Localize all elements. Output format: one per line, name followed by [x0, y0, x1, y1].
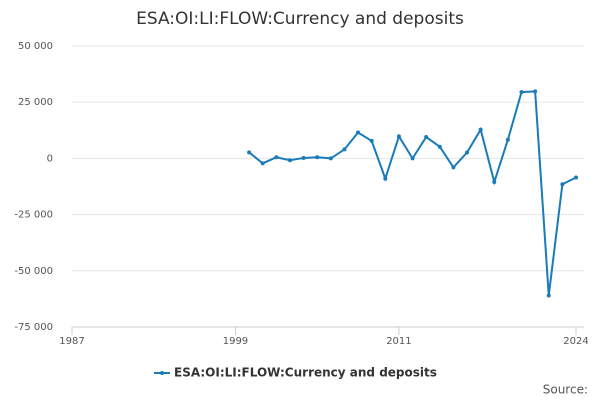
point [342, 147, 347, 152]
y-tick-label: -75 000 [14, 322, 53, 333]
point [369, 138, 374, 143]
point [437, 144, 442, 149]
point [260, 161, 265, 166]
x-tick-label: 2011 [386, 336, 411, 347]
point [301, 155, 306, 160]
x-tick-label: 2024 [563, 336, 588, 347]
point [396, 134, 401, 139]
y-tick-label: -25 000 [14, 210, 53, 221]
source: Source: [543, 383, 588, 397]
point [410, 156, 415, 161]
point [424, 135, 429, 140]
point [274, 155, 279, 160]
y-tick-label: 50 000 [18, 41, 53, 52]
point [519, 90, 524, 95]
point [505, 137, 510, 142]
legend-symbol-dot [160, 371, 164, 375]
point [492, 180, 497, 185]
chart-title: ESA:OI:LI:FLOW:Currency and deposits [136, 9, 464, 29]
point [328, 156, 333, 161]
point [574, 175, 578, 180]
point [546, 293, 551, 298]
point [465, 150, 470, 155]
y-tick-label: 25 000 [18, 97, 53, 108]
y-tick-label: -50 000 [14, 266, 53, 277]
point [287, 158, 292, 163]
point [533, 89, 538, 94]
point [451, 165, 456, 170]
x-tick-label: 1987 [59, 336, 84, 347]
point [560, 182, 565, 187]
point [478, 127, 483, 132]
legend-label: ESA:OI:LI:FLOW:Currency and deposits [174, 366, 437, 380]
point [356, 130, 361, 135]
point [315, 155, 320, 160]
point [247, 150, 252, 155]
series-line [248, 90, 577, 296]
y-tick-label: 0 [47, 153, 53, 164]
point [383, 176, 388, 181]
x-tick-label: 1999 [223, 336, 248, 347]
